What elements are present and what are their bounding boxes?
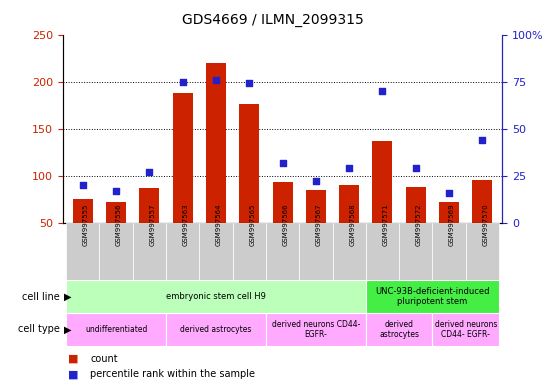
Text: GSM997567: GSM997567 [316, 203, 322, 246]
Bar [166, 223, 199, 280]
Point [378, 88, 387, 94]
Bar [266, 313, 366, 346]
Text: derived astrocytes: derived astrocytes [180, 325, 252, 334]
Bar [339, 185, 359, 270]
Bar [299, 223, 333, 280]
Point [278, 159, 287, 166]
Text: undifferentiated: undifferentiated [85, 325, 147, 334]
Text: derived
astrocytes: derived astrocytes [379, 319, 419, 339]
Point [79, 182, 87, 188]
Bar [366, 280, 499, 313]
Bar [432, 223, 466, 280]
Bar [233, 223, 266, 280]
Text: derived neurons CD44-
EGFR-: derived neurons CD44- EGFR- [272, 319, 360, 339]
Text: GSM997572: GSM997572 [416, 203, 422, 246]
Text: embryonic stem cell H9: embryonic stem cell H9 [166, 292, 266, 301]
Point [411, 165, 420, 171]
Point [112, 188, 121, 194]
Text: derived neurons
CD44- EGFR-: derived neurons CD44- EGFR- [435, 319, 497, 339]
Text: count: count [90, 354, 118, 364]
Bar [73, 199, 93, 270]
Bar [206, 63, 226, 270]
Bar [439, 202, 459, 270]
Text: GSM997571: GSM997571 [382, 203, 388, 246]
Text: GSM997570: GSM997570 [482, 203, 488, 246]
Bar [372, 141, 393, 270]
Point [145, 169, 154, 175]
Point [245, 80, 254, 86]
Point [345, 165, 353, 171]
Bar [366, 313, 432, 346]
Bar [133, 223, 166, 280]
Text: GDS4669 / ILMN_2099315: GDS4669 / ILMN_2099315 [182, 13, 364, 27]
Text: ▶: ▶ [64, 291, 72, 302]
Text: GSM997566: GSM997566 [283, 203, 288, 246]
Bar [366, 223, 399, 280]
Point [179, 79, 187, 85]
Bar [333, 223, 366, 280]
Text: GSM997563: GSM997563 [183, 203, 189, 246]
Bar [199, 223, 233, 280]
Text: ▶: ▶ [64, 324, 72, 334]
Bar [399, 223, 432, 280]
Bar [166, 313, 266, 346]
Point [478, 137, 486, 143]
Text: cell line: cell line [22, 291, 60, 302]
Bar [272, 182, 293, 270]
Bar [466, 223, 499, 280]
Text: GSM997556: GSM997556 [116, 203, 122, 246]
Bar [139, 188, 159, 270]
Point [444, 190, 453, 196]
Text: GSM997569: GSM997569 [449, 203, 455, 246]
Text: ■: ■ [68, 354, 79, 364]
Bar [173, 93, 193, 270]
Text: ■: ■ [68, 369, 79, 379]
Text: GSM997568: GSM997568 [349, 203, 355, 246]
Text: GSM997565: GSM997565 [250, 203, 256, 246]
Text: UNC-93B-deficient-induced
pluripotent stem: UNC-93B-deficient-induced pluripotent st… [375, 287, 490, 306]
Bar [66, 223, 99, 280]
Bar [239, 104, 259, 270]
Bar [266, 223, 299, 280]
Bar [99, 223, 133, 280]
Bar [406, 187, 426, 270]
Text: percentile rank within the sample: percentile rank within the sample [90, 369, 255, 379]
Bar [66, 313, 166, 346]
Text: GSM997557: GSM997557 [150, 203, 156, 246]
Bar [106, 202, 126, 270]
Bar [306, 190, 326, 270]
Bar [472, 180, 492, 270]
Bar [432, 313, 499, 346]
Point [311, 178, 320, 184]
Text: cell type: cell type [18, 324, 60, 334]
Text: GSM997555: GSM997555 [83, 203, 89, 246]
Point [212, 77, 221, 83]
Text: GSM997564: GSM997564 [216, 203, 222, 246]
Bar [66, 280, 366, 313]
